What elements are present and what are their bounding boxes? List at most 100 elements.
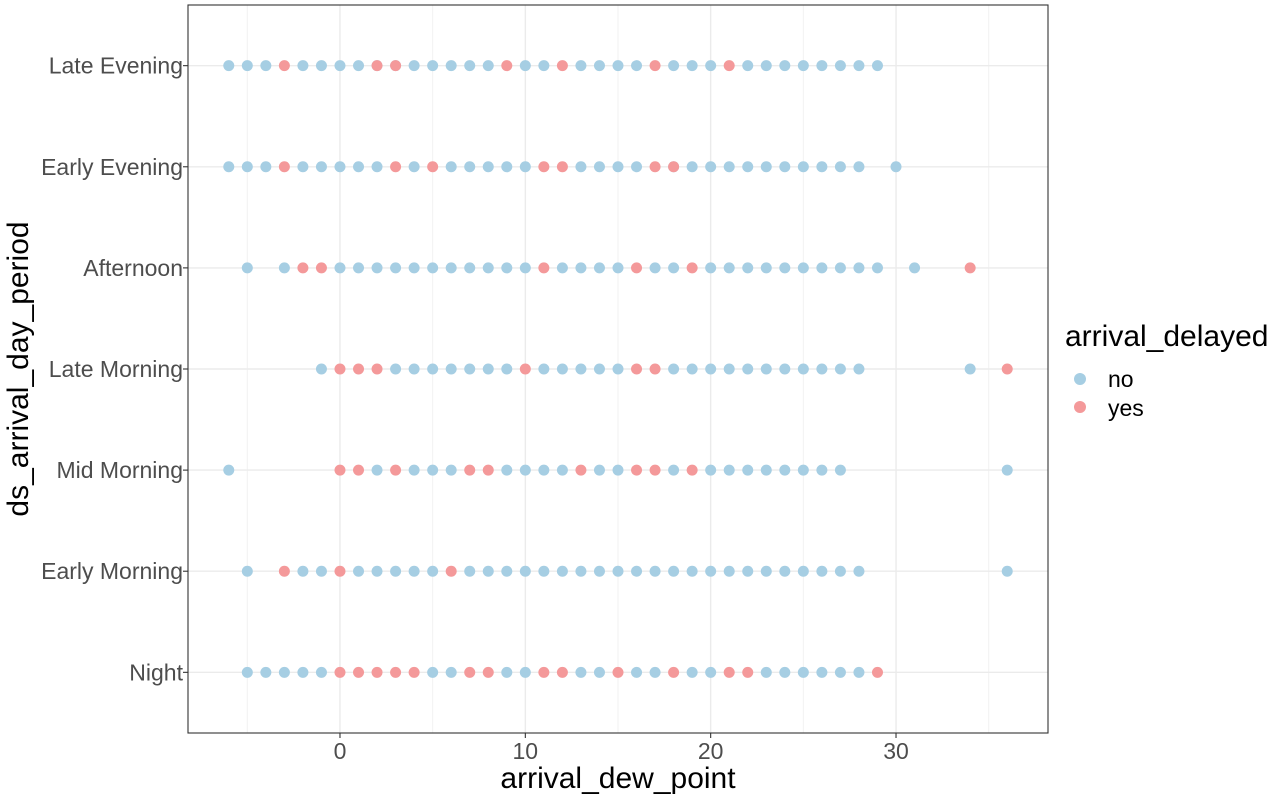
point-no xyxy=(371,464,383,476)
point-no xyxy=(408,464,420,476)
point-no xyxy=(612,565,624,577)
point-no xyxy=(408,363,420,375)
point-no xyxy=(834,161,846,173)
point-no xyxy=(519,464,531,476)
point-yes xyxy=(538,262,550,274)
point-no xyxy=(593,565,605,577)
x-tick-label: 30 xyxy=(883,738,909,764)
point-no xyxy=(631,60,643,72)
point-no xyxy=(427,565,439,577)
point-no xyxy=(742,60,754,72)
point-no xyxy=(760,464,772,476)
y-tick-label: Late Morning xyxy=(49,356,183,382)
point-no xyxy=(705,666,717,678)
point-no xyxy=(575,565,587,577)
point-no xyxy=(742,161,754,173)
point-no xyxy=(612,363,624,375)
x-tick-label: 10 xyxy=(513,738,539,764)
point-no xyxy=(816,262,828,274)
point-no xyxy=(853,262,865,274)
point-no xyxy=(575,666,587,678)
point-no xyxy=(593,161,605,173)
point-no xyxy=(797,666,809,678)
point-yes xyxy=(482,464,494,476)
point-no xyxy=(297,666,309,678)
point-no xyxy=(649,262,661,274)
point-no xyxy=(538,60,550,72)
point-no xyxy=(408,262,420,274)
point-yes xyxy=(1001,363,1013,375)
y-tick-label: Early Morning xyxy=(41,558,183,584)
point-no xyxy=(519,565,531,577)
point-no xyxy=(501,565,513,577)
point-no xyxy=(705,161,717,173)
point-yes xyxy=(334,363,346,375)
point-no xyxy=(353,161,365,173)
point-no xyxy=(834,666,846,678)
point-no xyxy=(353,262,365,274)
data-points xyxy=(223,60,1013,678)
point-no xyxy=(556,363,568,375)
point-no xyxy=(334,262,346,274)
point-no xyxy=(501,262,513,274)
point-yes xyxy=(668,161,680,173)
x-axis-ticks: 0 10 20 30 xyxy=(334,733,909,764)
point-no xyxy=(519,666,531,678)
point-no xyxy=(742,363,754,375)
point-no xyxy=(501,666,513,678)
point-yes xyxy=(334,666,346,678)
point-no xyxy=(871,262,883,274)
point-yes xyxy=(334,464,346,476)
point-no xyxy=(649,565,661,577)
point-no xyxy=(315,666,327,678)
point-yes xyxy=(371,60,383,72)
point-no xyxy=(593,262,605,274)
point-yes xyxy=(631,363,643,375)
point-no xyxy=(593,464,605,476)
point-no xyxy=(705,363,717,375)
point-no xyxy=(353,60,365,72)
point-yes xyxy=(538,666,550,678)
point-yes xyxy=(556,161,568,173)
point-yes xyxy=(871,666,883,678)
point-no xyxy=(816,60,828,72)
point-no xyxy=(241,60,253,72)
point-no xyxy=(445,161,457,173)
point-no xyxy=(445,464,457,476)
x-tick-label: 20 xyxy=(698,738,724,764)
point-no xyxy=(686,565,698,577)
point-yes xyxy=(742,666,754,678)
point-no xyxy=(482,363,494,375)
legend-title: arrival_delayed xyxy=(1065,320,1268,353)
point-yes xyxy=(464,666,476,678)
point-no xyxy=(241,565,253,577)
point-no xyxy=(779,464,791,476)
point-no xyxy=(834,565,846,577)
point-yes xyxy=(371,363,383,375)
point-no xyxy=(241,666,253,678)
point-yes xyxy=(278,565,290,577)
point-yes xyxy=(427,161,439,173)
point-yes xyxy=(297,262,309,274)
point-no xyxy=(723,161,735,173)
point-no xyxy=(816,464,828,476)
point-yes xyxy=(723,60,735,72)
point-yes xyxy=(353,363,365,375)
point-no xyxy=(538,464,550,476)
point-no xyxy=(482,161,494,173)
point-yes xyxy=(612,666,624,678)
point-no xyxy=(760,565,772,577)
point-yes xyxy=(390,666,402,678)
point-no xyxy=(427,363,439,375)
legend-label-yes: yes xyxy=(1108,395,1144,421)
point-no xyxy=(297,565,309,577)
point-no xyxy=(445,363,457,375)
point-no xyxy=(315,60,327,72)
point-no xyxy=(315,161,327,173)
point-no xyxy=(705,262,717,274)
point-no xyxy=(890,161,902,173)
point-no xyxy=(668,60,680,72)
point-no xyxy=(297,60,309,72)
point-no xyxy=(519,60,531,72)
point-yes xyxy=(964,262,976,274)
